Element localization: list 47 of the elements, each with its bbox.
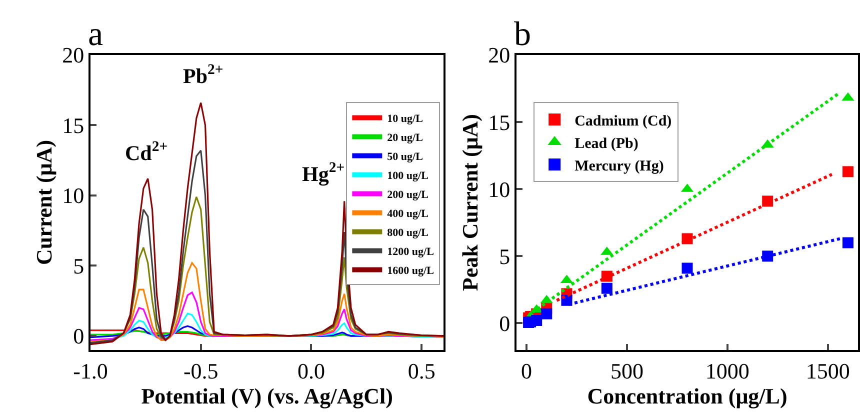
legend-label: 200 ug/L xyxy=(387,188,428,201)
legend-label: 10 ug/L xyxy=(387,112,423,125)
point xyxy=(531,315,542,326)
chart-title: b xyxy=(514,16,531,53)
x-tick-label: 500 xyxy=(610,358,644,384)
chart-title: a xyxy=(88,16,104,53)
x-tick-label: 0 xyxy=(521,358,532,384)
legend-label: 1200 ug/L xyxy=(387,246,434,258)
legend-label: 100 ug/L xyxy=(387,170,428,182)
line-series xyxy=(90,262,444,342)
x-tick-label: 1000 xyxy=(705,358,750,384)
y-tick-label: 0 xyxy=(73,324,84,349)
legend-label: 400 ug/L xyxy=(387,208,428,220)
point xyxy=(601,282,612,294)
legend-label: 1600 ug/L xyxy=(387,264,434,277)
x-tick-label: -1.0 xyxy=(73,358,108,384)
y-axis-title: Peak Current (μA) xyxy=(457,114,482,292)
x-axis-title: Potential (V) (vs. Ag/AgCl) xyxy=(141,383,393,408)
annotation: Hg$^{2+}$ xyxy=(302,160,345,186)
point xyxy=(842,237,854,248)
annotation: Cd$^{2+}$ xyxy=(125,139,168,165)
x-tick-label: -0.5 xyxy=(183,358,218,384)
y-tick-label: 15 xyxy=(488,110,510,135)
point xyxy=(541,308,552,320)
y-tick-label: 5 xyxy=(73,253,84,278)
y-tick-label: 0 xyxy=(499,310,510,336)
y-tick-label: 10 xyxy=(62,183,84,208)
x-tick-label: 1500 xyxy=(806,358,850,384)
x-tick-label: 0.5 xyxy=(408,358,436,384)
y-tick-label: 15 xyxy=(62,112,84,138)
point xyxy=(842,166,854,178)
legend-label: Lead (Pb) xyxy=(574,136,638,152)
y-tick-label: 20 xyxy=(62,42,84,68)
x-axis-title: Concentration (μg/L) xyxy=(587,383,788,408)
legend-label: 20 ug/L xyxy=(387,132,423,144)
y-tick-label: 20 xyxy=(488,42,510,68)
legend-label: 50 ug/L xyxy=(387,150,423,163)
y-tick-label: 10 xyxy=(488,176,510,202)
point xyxy=(682,262,693,274)
legend-label: Cadmium (Cd) xyxy=(574,113,672,130)
annotation: Pb$^{2+}$ xyxy=(183,62,224,88)
legend-label: Mercury (Hg) xyxy=(574,158,664,174)
line-series xyxy=(90,102,444,346)
y-tick-label: 5 xyxy=(499,244,510,269)
y-axis-title: Current (μA) xyxy=(31,140,56,266)
legend-label: 800 ug/L xyxy=(387,226,428,239)
x-tick-label: 0.0 xyxy=(297,358,325,384)
